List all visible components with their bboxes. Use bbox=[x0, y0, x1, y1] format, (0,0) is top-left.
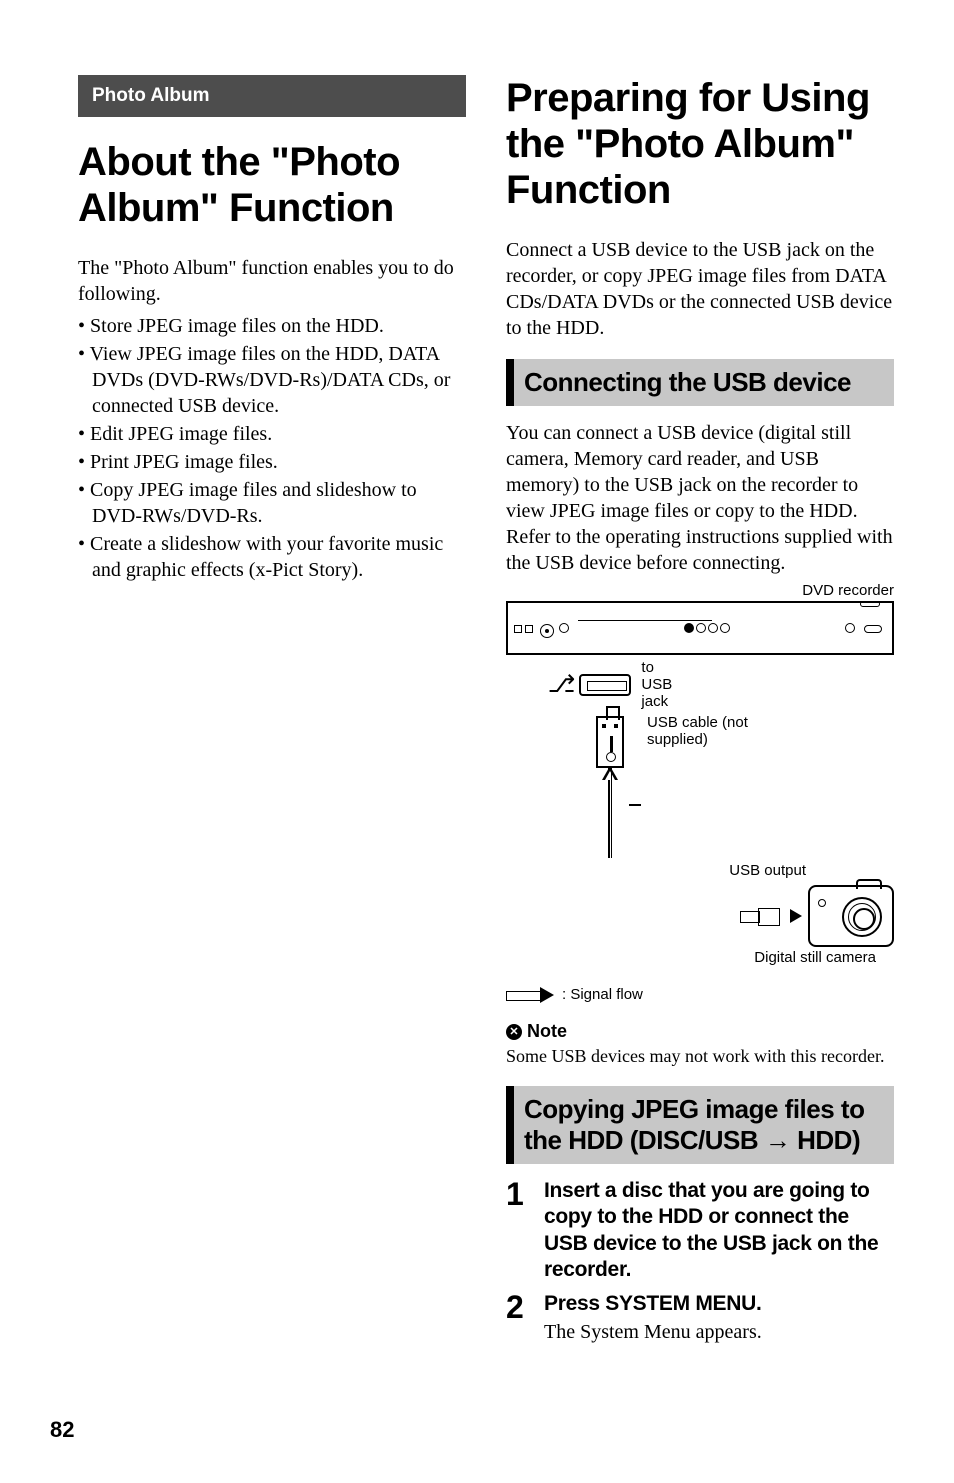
bullet-item: Create a slideshow with your favorite mu… bbox=[78, 531, 466, 583]
step-heading: Press SYSTEM MENU. bbox=[544, 1291, 762, 1317]
arrow-right-icon bbox=[790, 909, 802, 923]
recorder-label: DVD recorder bbox=[506, 582, 894, 599]
left-title: About the "Photo Album" Function bbox=[78, 139, 466, 231]
bullet-item: Edit JPEG image files. bbox=[78, 421, 466, 447]
note-label: Note bbox=[527, 1021, 567, 1042]
step-number: 1 bbox=[506, 1178, 530, 1283]
section-label: Photo Album bbox=[78, 75, 466, 117]
step-2: 2 Press SYSTEM MENU. The System Menu app… bbox=[506, 1291, 894, 1345]
usb-output-plug-icon bbox=[740, 907, 784, 925]
right-title: Preparing for Using the "Photo Album" Fu… bbox=[506, 75, 894, 213]
to-usb-label: to USB jack bbox=[641, 659, 672, 710]
camera-icon bbox=[808, 885, 894, 947]
connection-diagram: DVD recorder bbox=[506, 582, 894, 1003]
left-bullets: Store JPEG image files on the HDD. View … bbox=[78, 313, 466, 583]
usb-cable-icon bbox=[608, 768, 612, 858]
page-number: 82 bbox=[50, 1417, 74, 1443]
camera-label: Digital still camera bbox=[506, 949, 894, 966]
bullet-item: Print JPEG image files. bbox=[78, 449, 466, 475]
signal-flow-label: : Signal flow bbox=[562, 986, 643, 1003]
h2-connecting: Connecting the USB device bbox=[506, 359, 894, 406]
step-body: The System Menu appears. bbox=[544, 1319, 762, 1345]
dvd-recorder-icon bbox=[506, 601, 894, 655]
para-connecting: You can connect a USB device (digital st… bbox=[506, 420, 894, 576]
signal-flow-icon bbox=[506, 988, 554, 1002]
left-column: Photo Album About the "Photo Album" Func… bbox=[78, 75, 466, 1353]
note-icon: ✕ bbox=[506, 1024, 522, 1040]
right-column: Preparing for Using the "Photo Album" Fu… bbox=[506, 75, 894, 1353]
h2-copying: Copying JPEG image files to the HDD (DIS… bbox=[506, 1086, 894, 1164]
bullet-item: View JPEG image files on the HDD, DATA D… bbox=[78, 341, 466, 419]
step-1: 1 Insert a disc that you are going to co… bbox=[506, 1178, 894, 1283]
right-intro: Connect a USB device to the USB jack on … bbox=[506, 237, 894, 341]
step-number: 2 bbox=[506, 1291, 530, 1345]
note-body: Some USB devices may not work with this … bbox=[506, 1045, 894, 1068]
usb-plug-icon bbox=[596, 716, 624, 768]
usb-output-label: USB output bbox=[506, 862, 894, 879]
usb-jack-icon: ⎇ bbox=[548, 673, 632, 697]
cable-label: USB cable (not supplied) bbox=[647, 714, 807, 748]
left-intro: The "Photo Album" function enables you t… bbox=[78, 255, 466, 307]
bullet-item: Store JPEG image files on the HDD. bbox=[78, 313, 466, 339]
note-heading: ✕ Note bbox=[506, 1021, 894, 1042]
step-heading: Insert a disc that you are going to copy… bbox=[544, 1178, 894, 1283]
bullet-item: Copy JPEG image files and slideshow to D… bbox=[78, 477, 466, 529]
